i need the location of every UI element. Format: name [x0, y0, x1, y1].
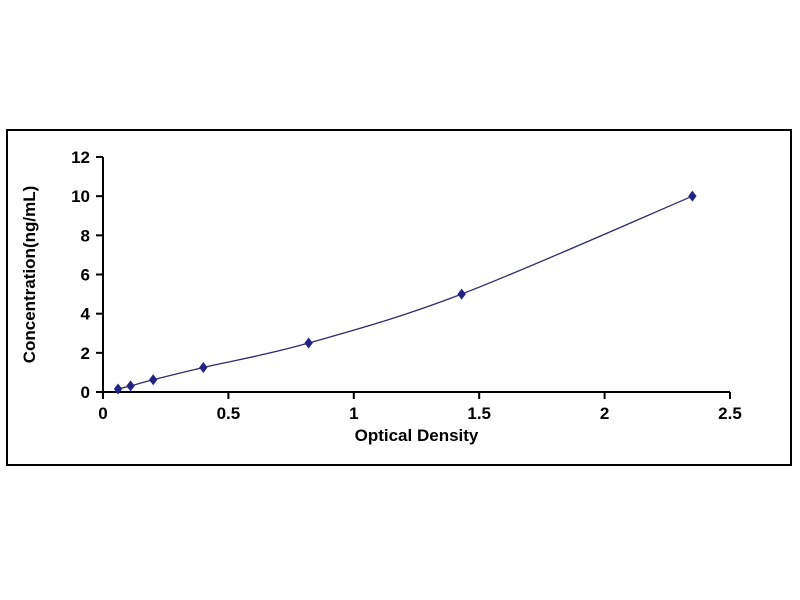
data-point-marker: [126, 380, 135, 392]
y-tick-label: 0: [81, 383, 90, 402]
x-tick-label: 0: [98, 404, 107, 423]
x-tick-label: 1.5: [467, 404, 491, 423]
data-point-marker: [457, 288, 466, 300]
y-tick-label: 10: [71, 187, 90, 206]
x-tick-label: 0.5: [217, 404, 241, 423]
y-tick-label: 2: [81, 344, 90, 363]
data-point-marker: [148, 374, 158, 386]
data-point-marker: [304, 337, 313, 349]
curve-line: [117, 195, 693, 390]
y-tick-label: 4: [81, 305, 91, 324]
chart-panel: 0 0.5 1 1.5 2 2.5 0 2 4 6 8 10 12 Optical Density Co…: [6, 129, 792, 466]
x-tick-label: 2: [600, 404, 609, 423]
data-point-marker: [688, 190, 697, 202]
y-tick-label: 12: [71, 148, 90, 167]
y-tick-label: 8: [81, 226, 90, 245]
x-tick-label: 2.5: [718, 404, 742, 423]
y-axis-label: Concentration(ng/mL): [20, 185, 39, 364]
standard-curve-chart: 0 0.5 1 1.5 2 2.5 0 2 4 6 8 10 12: [71, 148, 742, 423]
data-point-marker: [113, 383, 123, 395]
x-tick-label: 1: [349, 404, 358, 423]
x-axis-label: Optical Density: [354, 426, 479, 445]
data-point-marker: [199, 362, 208, 374]
y-tick-label: 6: [81, 266, 90, 285]
